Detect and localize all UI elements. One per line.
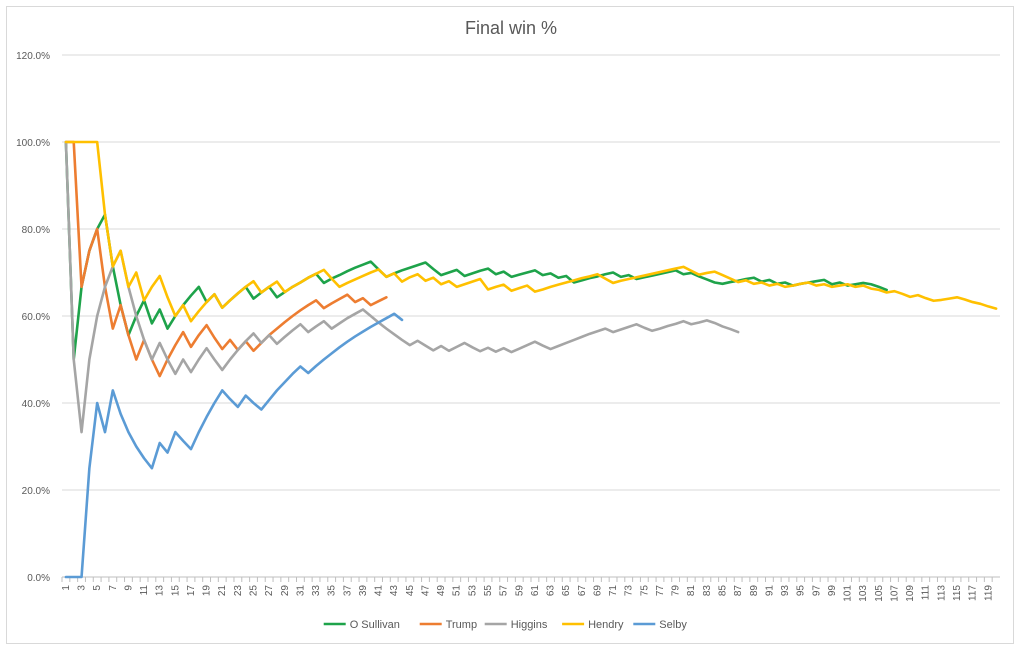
x-tick-label: 39 bbox=[358, 585, 369, 597]
x-tick-label: 5 bbox=[92, 585, 103, 591]
chart-frame bbox=[6, 6, 1014, 644]
x-tick-label: 15 bbox=[170, 585, 181, 597]
x-tick-label: 61 bbox=[530, 585, 541, 597]
x-tick-label: 103 bbox=[858, 585, 869, 602]
legend-label-o-sullivan: O Sullivan bbox=[350, 619, 400, 631]
x-tick-label: 29 bbox=[280, 585, 291, 597]
y-tick-label: 40.0% bbox=[22, 399, 50, 410]
y-tick-label: 20.0% bbox=[22, 486, 50, 497]
y-tick-label: 0.0% bbox=[27, 573, 50, 584]
x-tick-label: 93 bbox=[780, 585, 791, 597]
series-line-hendry bbox=[64, 140, 998, 323]
series-line-trump bbox=[64, 140, 388, 378]
x-tick-label: 87 bbox=[733, 585, 744, 597]
x-tick-label: 109 bbox=[905, 585, 916, 602]
x-tick-label: 119 bbox=[983, 585, 994, 601]
y-axis-ticks: 0.0% 20.0% 40.0% 60.0% 80.0% 100.0% 120.0% bbox=[16, 51, 50, 584]
x-tick-label: 83 bbox=[702, 585, 713, 597]
x-tick-label: 23 bbox=[233, 585, 244, 597]
x-tick-label: 25 bbox=[249, 585, 260, 597]
x-tick-label: 67 bbox=[577, 585, 588, 597]
x-tick-label: 37 bbox=[342, 585, 353, 597]
x-tick-label: 35 bbox=[327, 585, 338, 597]
x-tick-label: 97 bbox=[811, 585, 822, 597]
x-tick-label: 51 bbox=[452, 585, 463, 597]
x-tick-label: 63 bbox=[546, 585, 557, 597]
x-tick-label: 111 bbox=[921, 585, 932, 601]
x-tick-label: 1 bbox=[61, 585, 72, 591]
x-tick-label: 7 bbox=[108, 585, 119, 591]
series-lines bbox=[64, 140, 998, 579]
x-tick-label: 85 bbox=[718, 585, 729, 597]
series-line-selby bbox=[64, 312, 404, 579]
x-tick-label: 79 bbox=[671, 585, 682, 597]
y-tick-label: 120.0% bbox=[16, 51, 50, 62]
x-tick-label: 21 bbox=[217, 585, 228, 597]
y-tick-label: 80.0% bbox=[22, 225, 50, 236]
x-tick-label: 41 bbox=[374, 585, 385, 597]
x-tick-label: 31 bbox=[295, 585, 306, 597]
x-tick-label: 33 bbox=[311, 585, 322, 597]
x-tick-label: 47 bbox=[420, 585, 431, 597]
x-tick-label: 69 bbox=[592, 585, 603, 597]
gridlines bbox=[62, 54, 1000, 578]
x-tick-label: 107 bbox=[889, 585, 900, 602]
y-tick-label: 60.0% bbox=[22, 312, 50, 323]
x-tick-label: 101 bbox=[843, 585, 854, 602]
x-tick-label: 43 bbox=[389, 585, 400, 597]
x-tick-label: 17 bbox=[186, 585, 197, 597]
x-tick-label: 89 bbox=[749, 585, 760, 597]
legend: O Sullivan Trump Higgins Hendry Selby bbox=[323, 619, 687, 631]
x-tick-label: 105 bbox=[874, 585, 885, 602]
legend-label-hendry: Hendry bbox=[588, 619, 624, 631]
chart-title: Final win % bbox=[465, 18, 557, 38]
series-line-o-sullivan bbox=[64, 140, 888, 361]
series-line-higgins bbox=[64, 140, 740, 434]
x-tick-label: 91 bbox=[764, 585, 775, 597]
x-tick-label: 75 bbox=[639, 585, 650, 597]
x-tick-label: 113 bbox=[936, 585, 947, 601]
x-tick-label: 57 bbox=[499, 585, 510, 597]
x-tick-label: 45 bbox=[405, 585, 416, 597]
x-tick-label: 19 bbox=[202, 585, 213, 597]
x-tick-label: 49 bbox=[436, 585, 447, 597]
x-tick-label: 9 bbox=[123, 585, 134, 591]
legend-label-trump: Trump bbox=[446, 619, 477, 631]
x-axis: 1 3 5 7 9 11 13 15 17 19 21 23 25 27 29 31 33 35 37 39 41 43 4… bbox=[61, 577, 994, 602]
legend-label-selby: Selby bbox=[659, 619, 687, 631]
x-tick-label: 115 bbox=[952, 585, 963, 601]
y-tick-label: 100.0% bbox=[16, 138, 50, 149]
x-tick-label: 53 bbox=[467, 585, 478, 597]
x-tick-label: 81 bbox=[686, 585, 697, 597]
x-tick-label: 13 bbox=[155, 585, 166, 597]
x-tick-label: 71 bbox=[608, 585, 619, 597]
legend-label-higgins: Higgins bbox=[511, 619, 548, 631]
x-tick-label: 27 bbox=[264, 585, 275, 597]
x-tick-label: 99 bbox=[827, 585, 838, 597]
x-tick-label: 73 bbox=[624, 585, 635, 597]
x-tick-label: 3 bbox=[77, 585, 88, 591]
x-tick-label: 95 bbox=[796, 585, 807, 597]
x-tick-label: 59 bbox=[514, 585, 525, 597]
x-tick-label: 77 bbox=[655, 585, 666, 597]
x-tick-label: 11 bbox=[139, 585, 150, 596]
x-tick-label: 117 bbox=[968, 585, 979, 601]
x-tick-label: 55 bbox=[483, 585, 494, 597]
x-tick-label: 65 bbox=[561, 585, 572, 597]
